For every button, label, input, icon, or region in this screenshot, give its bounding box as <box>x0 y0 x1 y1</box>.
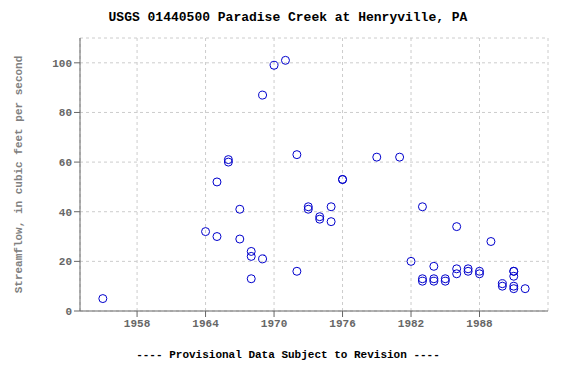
svg-text:1964: 1964 <box>192 318 219 330</box>
svg-text:100: 100 <box>52 58 72 70</box>
html-text:---- Provisional Data Subject: ---- Provisional Data Subject to Revisio… <box>136 349 440 361</box>
svg-text:60: 60 <box>59 157 72 169</box>
svg-text:1970: 1970 <box>261 318 287 330</box>
svg-text:0: 0 <box>65 306 72 318</box>
svg-text:1958: 1958 <box>124 318 151 330</box>
svg-text:40: 40 <box>59 207 72 219</box>
svg-text:1976: 1976 <box>329 318 355 330</box>
svg-text:80: 80 <box>59 107 72 119</box>
svg-text:1988: 1988 <box>466 318 493 330</box>
html-text:USGS 01440500 Paradise Creek a: USGS 01440500 Paradise Creek at Henryvil… <box>108 10 468 25</box>
svg-text:20: 20 <box>59 256 72 268</box>
svg-text:Streamflow, in cubic feet per: Streamflow, in cubic feet per second <box>13 56 25 294</box>
svg-text:1982: 1982 <box>398 318 424 330</box>
